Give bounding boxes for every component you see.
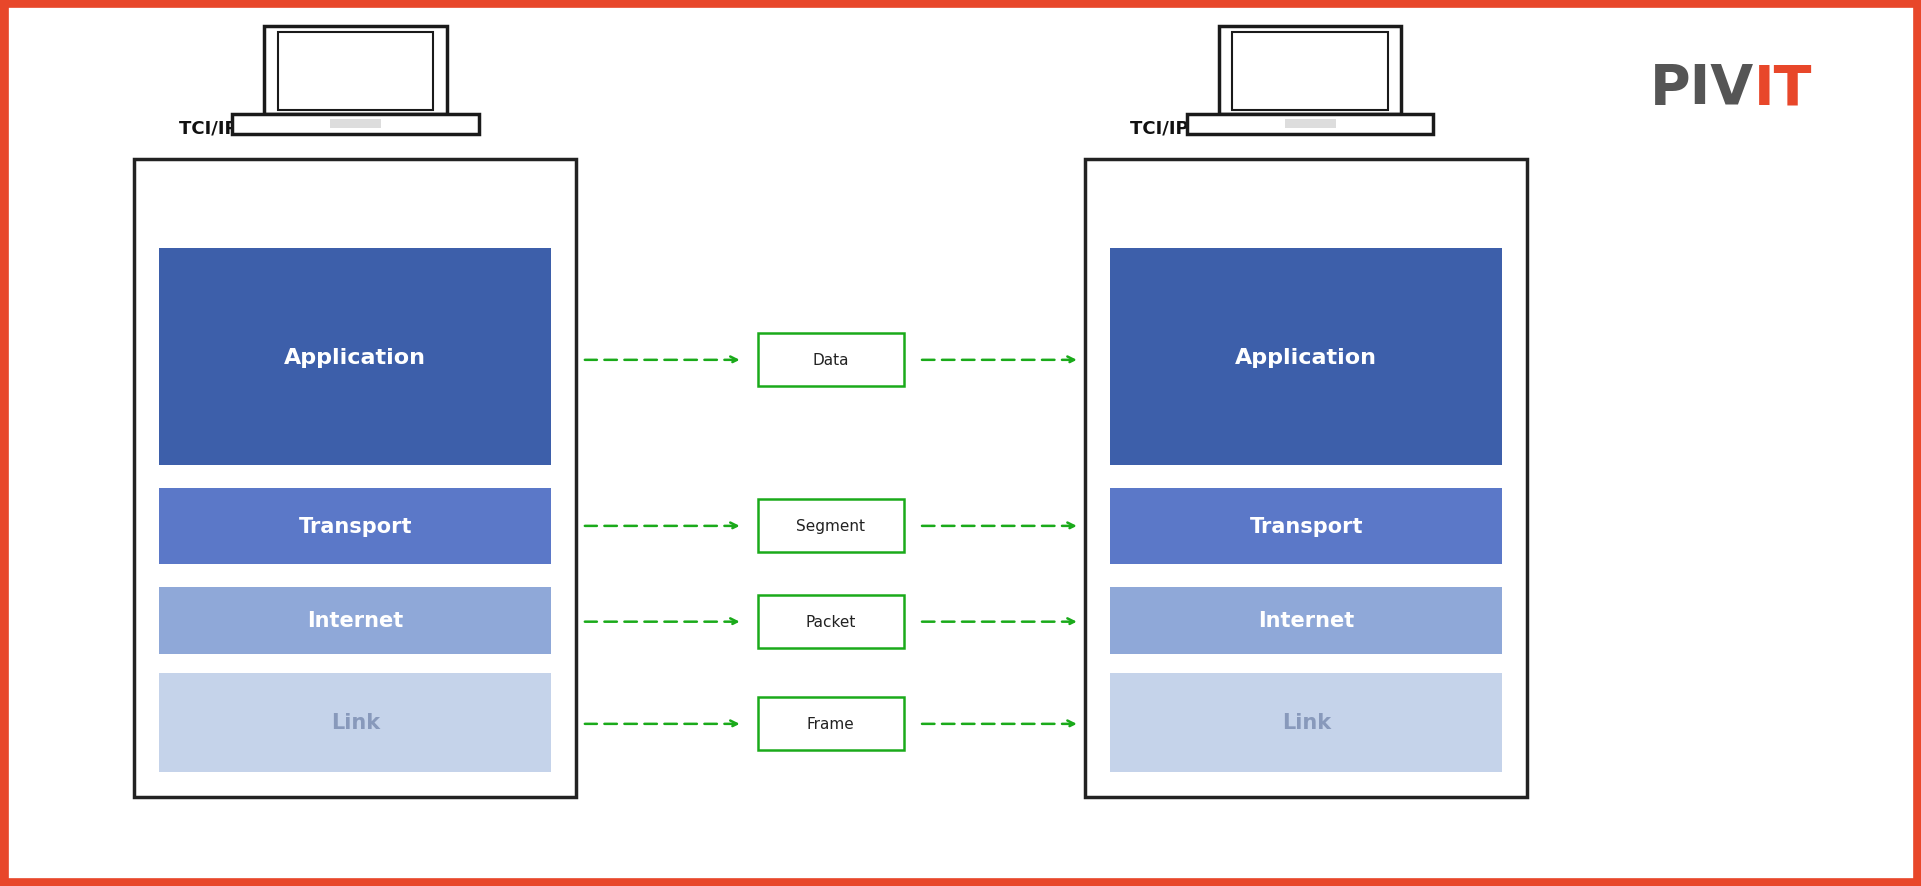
Text: Link: Link — [1281, 712, 1331, 733]
Bar — [1233, 33, 1387, 111]
Bar — [757, 697, 905, 750]
Bar — [757, 595, 905, 649]
Text: Application: Application — [1235, 347, 1377, 367]
Bar — [330, 120, 380, 128]
Text: Link: Link — [330, 712, 380, 733]
Bar — [1220, 27, 1402, 115]
Text: Transport: Transport — [298, 517, 413, 536]
Bar — [1085, 159, 1527, 797]
Bar — [159, 249, 551, 466]
Bar — [1110, 587, 1502, 654]
Bar — [757, 500, 905, 553]
Bar — [265, 27, 446, 115]
Bar — [279, 33, 434, 111]
Text: Transport: Transport — [1249, 517, 1364, 536]
Text: TCI/IP Protocol Suite: TCI/IP Protocol Suite — [179, 120, 386, 137]
Bar — [232, 115, 478, 135]
Text: Internet: Internet — [1258, 610, 1354, 630]
Text: Segment: Segment — [797, 519, 864, 533]
Bar — [1110, 673, 1502, 772]
Bar — [159, 673, 551, 772]
Bar — [1285, 120, 1335, 128]
Text: TCI/IP Protocol Suite: TCI/IP Protocol Suite — [1130, 120, 1337, 137]
Text: Application: Application — [284, 347, 426, 367]
Text: Internet: Internet — [307, 610, 403, 630]
Bar — [757, 334, 905, 387]
Bar — [1110, 488, 1502, 564]
Bar — [1110, 249, 1502, 466]
Text: Packet: Packet — [805, 615, 857, 629]
Text: Data: Data — [813, 353, 849, 368]
Text: PIV: PIV — [1650, 62, 1754, 116]
Text: IT: IT — [1754, 62, 1812, 116]
Bar — [134, 159, 576, 797]
Text: Frame: Frame — [807, 717, 855, 732]
Bar — [1187, 115, 1433, 135]
Bar — [159, 587, 551, 654]
Bar — [159, 488, 551, 564]
